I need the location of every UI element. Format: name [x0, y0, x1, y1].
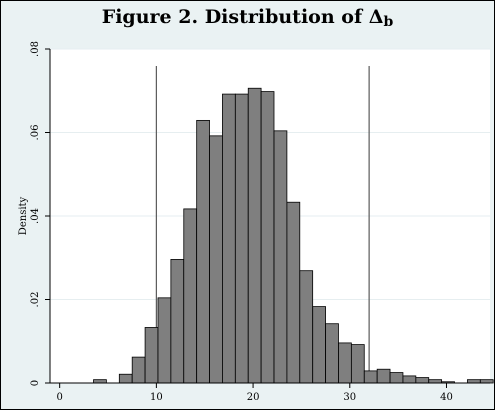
histogram-bar [222, 93, 236, 384]
histogram-bar [247, 87, 262, 384]
histogram-bar [118, 373, 133, 384]
histogram-bar [93, 379, 107, 384]
y-tick-label: .02 [30, 292, 41, 308]
y-tick-label: 0 [30, 380, 41, 386]
chart-title: Figure 2. Distribution of Δb [0, 6, 495, 30]
x-tick-label: 30 [343, 392, 356, 403]
histogram-bar [415, 377, 430, 384]
histogram-bar [157, 297, 172, 384]
histogram-bar [350, 344, 365, 384]
histogram-bar [376, 368, 391, 384]
histogram-bar [273, 130, 288, 384]
histogram-bar [131, 356, 146, 384]
x-tick-label: 40 [440, 392, 453, 403]
histogram-bar [338, 342, 352, 384]
axes: 0 .02 .04 .06 .08 0 10 20 30 40 [30, 41, 490, 403]
x-tick-label: 0 [56, 392, 62, 403]
histogram-bar [144, 327, 159, 384]
histogram-bar [389, 372, 404, 384]
histogram-bar [479, 379, 494, 384]
chart-title-text: Figure 2. Distribution of Δ [101, 6, 384, 28]
histogram-bar [299, 270, 314, 384]
y-tick-label: .08 [30, 41, 41, 57]
histogram-bar [260, 91, 275, 384]
histogram-bars [93, 87, 494, 384]
histogram-bar [209, 135, 223, 384]
histogram-bar [325, 323, 339, 384]
y-tick-label: .04 [30, 208, 41, 224]
histogram-bar [170, 259, 185, 384]
histogram-bar [428, 379, 443, 384]
x-tick-label: 20 [247, 392, 260, 403]
histogram-bar [402, 375, 417, 384]
histogram-bar [312, 306, 326, 384]
histogram-bar [183, 208, 198, 384]
y-tick-label: .06 [30, 125, 41, 141]
x-tick-label: 10 [150, 392, 163, 403]
chart-title-subscript: b [383, 14, 394, 30]
histogram-bar [363, 370, 378, 384]
histogram-bar [286, 201, 301, 384]
histogram-bar [196, 119, 210, 384]
histogram-bar [467, 379, 481, 384]
histogram-bar [234, 93, 249, 384]
y-axis-label: Density [18, 196, 29, 235]
